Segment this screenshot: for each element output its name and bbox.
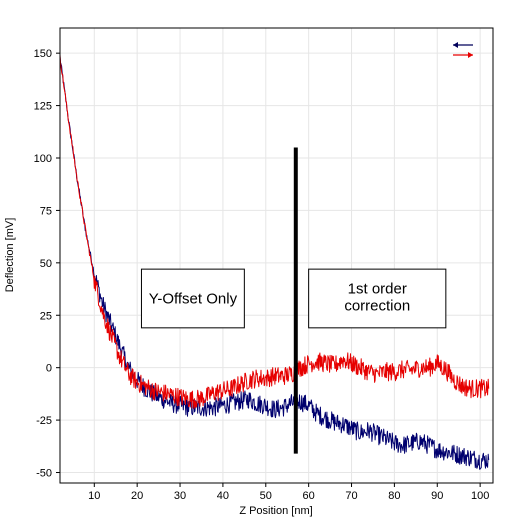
annotation-label: Y-Offset Only — [149, 290, 238, 307]
y-tick-label: 100 — [34, 153, 52, 165]
arrow-right-icon — [468, 52, 473, 58]
x-tick-label: 30 — [174, 490, 186, 502]
y-axis-title: Deflection [mV] — [4, 218, 16, 293]
legend — [453, 42, 473, 58]
annotation-label: 1st order — [348, 280, 407, 297]
x-axis-title: Z Position [nm] — [239, 505, 312, 517]
y-tick-label: -50 — [36, 468, 52, 480]
annotation-label: correction — [344, 297, 410, 314]
arrow-left-icon — [453, 42, 458, 48]
y-axis-ticks: -50 -25 0 25 50 75 100 125 150 — [34, 48, 60, 480]
plot-area-background — [60, 28, 493, 483]
y-tick-label: 25 — [40, 310, 52, 322]
x-tick-label: 40 — [217, 490, 229, 502]
x-tick-label: 10 — [88, 490, 100, 502]
y-tick-label: 75 — [40, 205, 52, 217]
series-line-1 — [59, 54, 490, 409]
y-tick-label: 125 — [34, 101, 52, 113]
x-tick-label: 100 — [471, 490, 489, 502]
x-tick-label: 90 — [431, 490, 443, 502]
x-tick-label: 60 — [303, 490, 315, 502]
x-tick-label: 70 — [345, 490, 357, 502]
y-tick-label: 150 — [34, 48, 52, 60]
y-tick-label: -25 — [36, 415, 52, 427]
x-axis-ticks: 10 20 30 40 50 60 70 80 90 100 — [88, 483, 489, 502]
annotation-box-0 — [140, 268, 245, 329]
x-tick-label: 50 — [260, 490, 272, 502]
y-tick-label: 0 — [46, 363, 52, 375]
y-tick-label: 50 — [40, 258, 52, 270]
x-tick-label: 80 — [388, 490, 400, 502]
annotation-box-1 — [308, 268, 447, 329]
series-layer — [59, 54, 490, 470]
x-tick-label: 20 — [131, 490, 143, 502]
plot-border — [59, 27, 494, 484]
